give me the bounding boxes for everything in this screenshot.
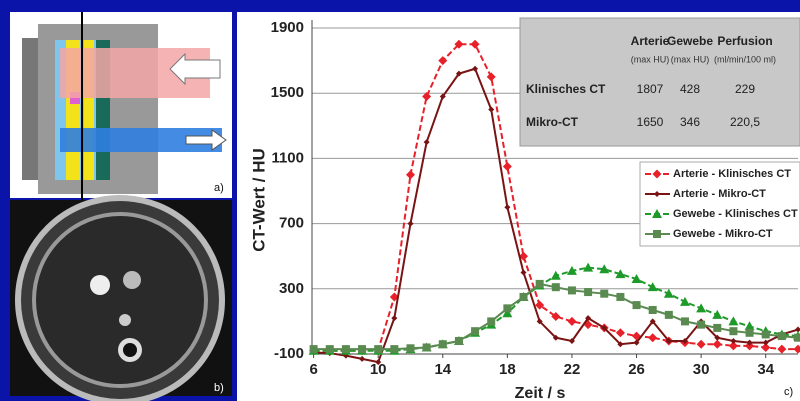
panel-label: c) — [784, 386, 793, 398]
legend-label: Arterie - Klinisches CT — [673, 168, 791, 180]
figure: a) b) CT-Wert / HU Zeit / s c) -100 300 70… — [0, 0, 800, 401]
ring — [34, 214, 206, 386]
marker — [390, 345, 398, 353]
table-cell: 346 — [680, 115, 700, 129]
x-tick-label: 30 — [693, 361, 710, 378]
insert — [90, 275, 110, 295]
marker — [423, 343, 431, 351]
marker — [358, 345, 366, 353]
table-header: Perfusion — [717, 34, 772, 48]
legend-label: Arterie - Mikro-CT — [673, 188, 766, 200]
x-tick-label: 18 — [499, 361, 516, 378]
marker — [455, 337, 463, 345]
table-unit: (ml/min/100 ml) — [714, 54, 776, 64]
marker — [584, 288, 592, 296]
marker — [633, 301, 641, 309]
table-unit: (max HU) — [631, 54, 670, 64]
panel-label: a) — [214, 182, 224, 194]
legend-label: Gewebe - Mikro-CT — [673, 228, 773, 240]
insert — [119, 314, 131, 326]
marker — [600, 290, 608, 298]
y-tick-label: 700 — [279, 215, 304, 232]
table-unit: (max HU) — [671, 54, 710, 64]
insert — [123, 271, 141, 289]
marker — [653, 230, 661, 238]
marker — [520, 293, 528, 301]
table-cell: 1650 — [637, 115, 664, 129]
marker — [503, 304, 511, 312]
marker — [681, 317, 689, 325]
table-header: Gewebe — [667, 34, 713, 48]
marker — [487, 317, 495, 325]
y-tick-label: 1100 — [271, 149, 304, 166]
x-axis-label: Zeit / s — [515, 385, 566, 401]
table-cell: 229 — [735, 82, 755, 96]
x-tick-label: 6 — [309, 361, 317, 378]
marker — [552, 283, 560, 291]
marker — [406, 344, 414, 352]
panel-b: b) — [10, 198, 232, 401]
y-tick-label: 1500 — [271, 84, 304, 101]
table-cell: 220,5 — [730, 115, 760, 129]
x-tick-label: 22 — [564, 361, 581, 378]
marker — [374, 345, 382, 353]
marker — [729, 327, 737, 335]
table-cell: 1807 — [637, 82, 664, 96]
marker — [616, 293, 624, 301]
marker — [342, 345, 350, 353]
marker — [568, 286, 576, 294]
x-tick-label: 14 — [434, 361, 451, 378]
x-tick-label: 26 — [628, 361, 645, 378]
panel-label: b) — [214, 382, 224, 394]
marker — [310, 345, 318, 353]
insert — [123, 343, 137, 357]
panel-c: CT-Wert / HU Zeit / s c) -100 300 700 1100 1… — [237, 12, 800, 401]
marker — [326, 345, 334, 353]
marker — [665, 311, 673, 319]
y-axis-label: CT-Wert / HU — [249, 148, 268, 252]
y-tick-label: -100 — [274, 345, 304, 362]
page: {"panel_labels": ["a)", "b)"], "chart_da… — [0, 0, 800, 401]
y-tick-label: 300 — [279, 280, 304, 297]
marker — [649, 306, 657, 314]
y-tick-label: 1900 — [271, 19, 304, 36]
table-header: Arterie — [631, 34, 670, 48]
legend-label: Gewebe - Klinisches CT — [673, 208, 798, 220]
marker — [713, 324, 721, 332]
marker — [794, 334, 800, 342]
table-cell: 428 — [680, 82, 700, 96]
x-tick-label: 34 — [757, 361, 774, 378]
marker — [778, 332, 786, 340]
marker — [762, 330, 770, 338]
marker — [746, 329, 754, 337]
panel-a: a) — [10, 12, 232, 210]
table-cell: Mikro-CT — [526, 115, 579, 129]
marker — [536, 280, 544, 288]
marker — [697, 321, 705, 329]
table-cell: Klinisches CT — [526, 82, 606, 96]
marker — [439, 340, 447, 348]
marker — [471, 327, 479, 335]
